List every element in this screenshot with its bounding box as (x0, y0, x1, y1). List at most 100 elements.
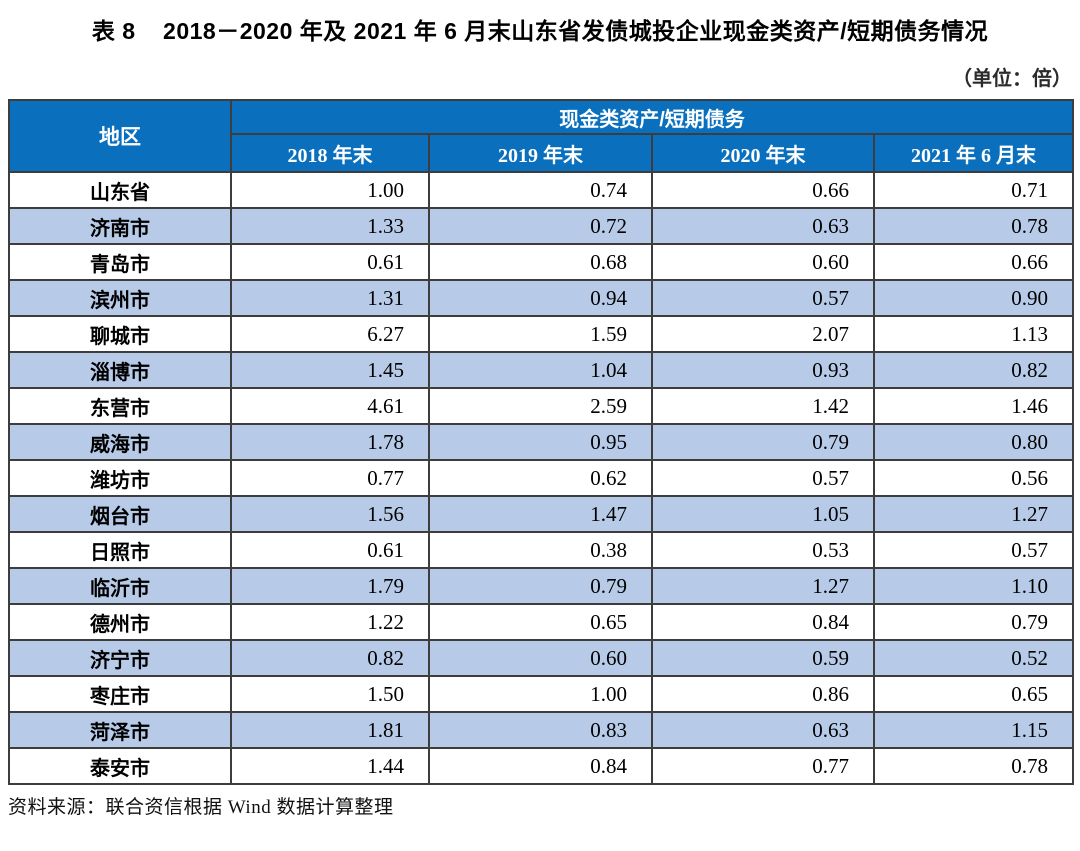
year-header-row: 2018 年末 2019 年末 2020 年末 2021 年 6 月末 (9, 133, 1074, 173)
region-cell: 临沂市 (8, 567, 232, 605)
region-cell: 滨州市 (8, 279, 232, 317)
value-cell: 0.82 (873, 351, 1074, 389)
table-row: 德州市 1.22 0.65 0.84 0.79 (8, 603, 1074, 641)
region-cell: 东营市 (8, 387, 232, 425)
value-cell: 0.60 (651, 243, 875, 281)
value-cell: 1.50 (230, 675, 430, 713)
value-cell: 0.84 (428, 747, 653, 785)
region-cell: 菏泽市 (8, 711, 232, 749)
value-cell: 0.78 (873, 747, 1074, 785)
value-cell: 1.00 (230, 171, 430, 209)
region-cell: 威海市 (8, 423, 232, 461)
value-cell: 4.61 (230, 387, 430, 425)
value-cell: 0.57 (873, 531, 1074, 569)
value-cell: 0.93 (651, 351, 875, 389)
value-cell: 0.71 (873, 171, 1074, 209)
value-cell: 0.63 (651, 207, 875, 245)
value-cell: 0.57 (651, 459, 875, 497)
group-header-row: 地区 现金类资产/短期债务 (8, 99, 1074, 173)
region-cell: 济宁市 (8, 639, 232, 677)
value-cell: 0.63 (651, 711, 875, 749)
page-title: 表 8 2018－2020 年及 2021 年 6 月末山东省发债城投企业现金类… (91, 18, 989, 44)
source-note: 资料来源：联合资信根据 Wind 数据计算整理 (8, 797, 394, 818)
value-cell: 0.78 (873, 207, 1074, 245)
value-cell: 0.61 (230, 531, 430, 569)
value-cell: 0.53 (651, 531, 875, 569)
table-row: 青岛市 0.61 0.68 0.60 0.66 (8, 243, 1074, 281)
value-cell: 0.65 (873, 675, 1074, 713)
data-table: 地区 现金类资产/短期债务 2018 年末 2019 年末 2020 年末 20… (8, 99, 1074, 785)
value-cell: 1.15 (873, 711, 1074, 749)
value-cell: 1.31 (230, 279, 430, 317)
table-row: 日照市 0.61 0.38 0.53 0.57 (8, 531, 1074, 569)
group-header-cell: 现金类资产/短期债务 (230, 99, 1074, 135)
value-cell: 0.84 (651, 603, 875, 641)
value-cell: 0.94 (428, 279, 653, 317)
table-row: 滨州市 1.31 0.94 0.57 0.90 (8, 279, 1074, 317)
value-cell: 1.45 (230, 351, 430, 389)
value-cell: 0.62 (428, 459, 653, 497)
region-cell: 青岛市 (8, 243, 232, 281)
table-row: 济宁市 0.82 0.60 0.59 0.52 (8, 639, 1074, 677)
value-cell: 0.77 (230, 459, 430, 497)
region-cell: 淄博市 (8, 351, 232, 389)
value-cell: 1.56 (230, 495, 430, 533)
value-cell: 0.61 (230, 243, 430, 281)
value-cell: 0.95 (428, 423, 653, 461)
value-cell: 0.66 (873, 243, 1074, 281)
value-cell: 1.81 (230, 711, 430, 749)
region-cell: 烟台市 (8, 495, 232, 533)
value-cell: 0.79 (651, 423, 875, 461)
value-cell: 1.44 (230, 747, 430, 785)
value-cell: 0.38 (428, 531, 653, 569)
value-cell: 1.22 (230, 603, 430, 641)
value-cell: 0.68 (428, 243, 653, 281)
value-cell: 1.79 (230, 567, 430, 605)
value-cell: 1.27 (873, 495, 1074, 533)
value-cell: 0.90 (873, 279, 1074, 317)
table-row: 山东省 1.00 0.74 0.66 0.71 (8, 171, 1074, 209)
value-cell: 1.46 (873, 387, 1074, 425)
table-row: 聊城市 6.27 1.59 2.07 1.13 (8, 315, 1074, 353)
table-row: 枣庄市 1.50 1.00 0.86 0.65 (8, 675, 1074, 713)
value-cell: 1.00 (428, 675, 653, 713)
year-header-cell: 2020 年末 (651, 133, 875, 173)
table-row: 菏泽市 1.81 0.83 0.63 1.15 (8, 711, 1074, 749)
value-cell: 1.42 (651, 387, 875, 425)
value-cell: 1.33 (230, 207, 430, 245)
value-cell: 2.59 (428, 387, 653, 425)
region-cell: 潍坊市 (8, 459, 232, 497)
year-header-cell: 2021 年 6 月末 (873, 133, 1074, 173)
value-cell: 1.05 (651, 495, 875, 533)
value-cell: 0.86 (651, 675, 875, 713)
table-row: 威海市 1.78 0.95 0.79 0.80 (8, 423, 1074, 461)
region-cell: 泰安市 (8, 747, 232, 785)
value-cell: 2.07 (651, 315, 875, 353)
value-cell: 1.59 (428, 315, 653, 353)
value-cell: 1.04 (428, 351, 653, 389)
value-cell: 0.80 (873, 423, 1074, 461)
value-cell: 1.47 (428, 495, 653, 533)
region-cell: 山东省 (8, 171, 232, 209)
value-cell: 0.66 (651, 171, 875, 209)
value-cell: 0.74 (428, 171, 653, 209)
value-cell: 0.59 (651, 639, 875, 677)
value-cell: 0.82 (230, 639, 430, 677)
value-cell: 1.27 (651, 567, 875, 605)
value-cell: 0.79 (873, 603, 1074, 641)
region-cell: 德州市 (8, 603, 232, 641)
value-cell: 0.83 (428, 711, 653, 749)
value-cell: 0.65 (428, 603, 653, 641)
region-header-cell: 地区 (8, 99, 232, 173)
table-row: 济南市 1.33 0.72 0.63 0.78 (8, 207, 1074, 245)
value-cell: 0.56 (873, 459, 1074, 497)
table-row: 潍坊市 0.77 0.62 0.57 0.56 (8, 459, 1074, 497)
value-cell: 0.79 (428, 567, 653, 605)
unit-note: （单位：倍） (952, 68, 1072, 90)
region-cell: 济南市 (8, 207, 232, 245)
value-cell: 6.27 (230, 315, 430, 353)
value-cell: 1.13 (873, 315, 1074, 353)
value-cell: 0.72 (428, 207, 653, 245)
year-header-cell: 2019 年末 (428, 133, 653, 173)
table-row: 泰安市 1.44 0.84 0.77 0.78 (8, 747, 1074, 785)
